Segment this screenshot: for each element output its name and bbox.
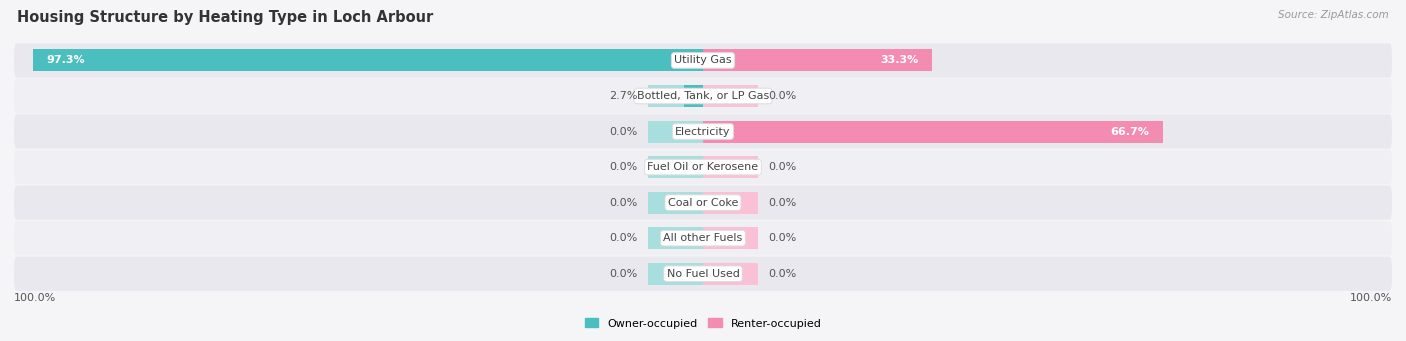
Text: 0.0%: 0.0% <box>609 162 637 172</box>
Bar <box>648 263 703 285</box>
Text: Bottled, Tank, or LP Gas: Bottled, Tank, or LP Gas <box>637 91 769 101</box>
Text: No Fuel Used: No Fuel Used <box>666 269 740 279</box>
Bar <box>648 85 703 107</box>
FancyBboxPatch shape <box>14 186 1392 220</box>
Bar <box>703 49 758 72</box>
Text: 0.0%: 0.0% <box>769 162 797 172</box>
Text: Coal or Coke: Coal or Coke <box>668 198 738 208</box>
Text: 0.0%: 0.0% <box>769 269 797 279</box>
Bar <box>703 120 1163 143</box>
Bar <box>703 156 758 178</box>
FancyBboxPatch shape <box>14 257 1392 291</box>
Text: 0.0%: 0.0% <box>769 91 797 101</box>
FancyBboxPatch shape <box>14 221 1392 255</box>
Text: 0.0%: 0.0% <box>769 233 797 243</box>
Bar <box>32 49 703 72</box>
Text: 0.0%: 0.0% <box>609 233 637 243</box>
Bar <box>703 120 758 143</box>
Text: 2.7%: 2.7% <box>609 91 637 101</box>
Text: 33.3%: 33.3% <box>880 56 918 65</box>
Text: 0.0%: 0.0% <box>609 269 637 279</box>
FancyBboxPatch shape <box>14 150 1392 184</box>
Bar <box>648 192 703 214</box>
Bar <box>648 227 703 249</box>
Bar <box>703 192 758 214</box>
Text: 0.0%: 0.0% <box>609 198 637 208</box>
Text: 100.0%: 100.0% <box>1350 293 1392 303</box>
FancyBboxPatch shape <box>14 115 1392 149</box>
Text: Source: ZipAtlas.com: Source: ZipAtlas.com <box>1278 10 1389 20</box>
Bar <box>648 49 703 72</box>
FancyBboxPatch shape <box>14 43 1392 77</box>
Legend: Owner-occupied, Renter-occupied: Owner-occupied, Renter-occupied <box>581 314 825 333</box>
FancyBboxPatch shape <box>14 79 1392 113</box>
Bar <box>703 85 758 107</box>
Bar <box>648 120 703 143</box>
Text: Fuel Oil or Kerosene: Fuel Oil or Kerosene <box>647 162 759 172</box>
Text: 97.3%: 97.3% <box>46 56 86 65</box>
Text: 0.0%: 0.0% <box>769 198 797 208</box>
Text: Electricity: Electricity <box>675 127 731 136</box>
Bar <box>648 156 703 178</box>
Text: 0.0%: 0.0% <box>609 127 637 136</box>
Text: All other Fuels: All other Fuels <box>664 233 742 243</box>
Text: 66.7%: 66.7% <box>1109 127 1149 136</box>
Bar <box>703 227 758 249</box>
Bar <box>685 85 703 107</box>
Text: Housing Structure by Heating Type in Loch Arbour: Housing Structure by Heating Type in Loc… <box>17 10 433 25</box>
Bar <box>703 263 758 285</box>
Text: 100.0%: 100.0% <box>14 293 56 303</box>
Text: Utility Gas: Utility Gas <box>675 56 731 65</box>
Bar <box>703 49 932 72</box>
